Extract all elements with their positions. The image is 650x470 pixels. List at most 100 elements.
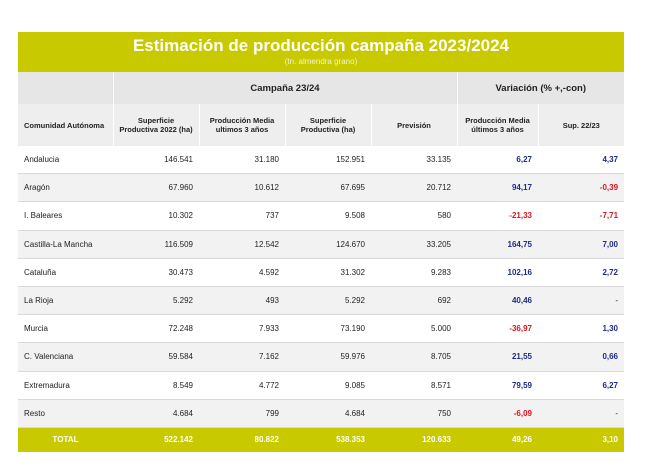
cell-sup: 152.951 — [285, 146, 371, 175]
cell-var-prod: -21,33 — [457, 201, 538, 231]
column-header-row: Comunidad Autónoma Superficie Productiva… — [18, 104, 625, 146]
cell-sup: 5.292 — [285, 286, 371, 316]
page-title: Estimación de producción campaña 2023/20… — [132, 36, 510, 55]
production-table-panel: Estimación de producción campaña 2023/20… — [18, 32, 625, 452]
cell-prod-media: 7.162 — [199, 342, 285, 372]
total-prod-media: 80.822 — [199, 427, 285, 452]
cell-region: Extremadura — [18, 371, 113, 400]
table-row: I. Baleares 10.302 737 9.508 580 -21,33 -7,71 — [18, 201, 625, 231]
table-row: Resto 4.684 799 4.684 750 -6,09- — [18, 399, 625, 428]
cell-var-prod: 21,55 — [457, 342, 538, 372]
cell-sup2022: 4.684 — [113, 399, 199, 428]
cell-var-prod: 102,16 — [457, 258, 538, 287]
group-header-campaign: Campaña 23/24 — [112, 72, 457, 104]
column-header-prod-media: Producción Media ultimos 3 años — [198, 104, 285, 146]
cell-var-sup: 6,27 — [538, 371, 625, 400]
cell-prevision: 8.571 — [371, 371, 457, 400]
cell-sup: 9.085 — [285, 371, 371, 400]
table-row: Murcia 72.248 7.933 73.190 5.000 -36,97 1,30 — [18, 314, 625, 344]
cell-prevision: 5.000 — [371, 314, 457, 344]
cell-var-sup: -7,71 — [538, 201, 625, 231]
cell-var-sup: 7,00 — [538, 230, 625, 259]
cell-prod-media: 737 — [199, 201, 285, 231]
cell-var-sup: 0,66 — [538, 342, 625, 372]
table-row: La Rioja 5.292 493 5.292 692 40,46- — [18, 286, 625, 316]
cell-sup2022: 116.509 — [113, 230, 199, 259]
cell-sup2022: 5.292 — [113, 286, 199, 316]
cell-region: Castilla-La Mancha — [18, 230, 113, 259]
column-header-sup: Superficie Productiva (ha) — [284, 104, 371, 146]
column-header-region: Comunidad Autónoma — [18, 104, 113, 146]
cell-region: Resto — [18, 399, 113, 428]
cell-var-sup: 1,30 — [538, 314, 625, 344]
cell-sup: 31.302 — [285, 258, 371, 287]
total-sup2022: 522.142 — [113, 427, 199, 452]
cell-sup2022: 10.302 — [113, 201, 199, 231]
production-table: Campaña 23/24 Variación (% +,-con) Comun… — [18, 72, 625, 452]
cell-sup2022: 72.248 — [113, 314, 199, 344]
cell-var-prod: -6,09 — [457, 399, 538, 428]
table-row: Cataluña 30.473 4.592 31.302 9.283 102,16 2,72 — [18, 258, 625, 287]
cell-var-sup: - — [538, 399, 625, 428]
cell-sup2022: 67.960 — [113, 173, 199, 203]
cell-var-sup: 2,72 — [538, 258, 625, 287]
cell-var-prod: 79,59 — [457, 371, 538, 400]
cell-prevision: 20.712 — [371, 173, 457, 203]
cell-region: Andalucia — [18, 146, 113, 175]
cell-prevision: 8.705 — [371, 342, 457, 372]
cell-var-sup: - — [538, 286, 625, 316]
table-body: Andalucia 146.541 31.180 152.951 33.135 6,27 4… — [18, 146, 625, 428]
cell-prevision: 33.205 — [371, 230, 457, 259]
cell-region: C. Valenciana — [18, 342, 113, 372]
cell-prevision: 750 — [371, 399, 457, 428]
total-row: TOTAL 522.142 80.822 538.353 120.633 49,… — [18, 427, 625, 452]
cell-prod-media: 12.542 — [199, 230, 285, 259]
cell-prod-media: 10.612 — [199, 173, 285, 203]
group-header-blank — [18, 72, 113, 104]
cell-prevision: 692 — [371, 286, 457, 316]
cell-prod-media: 799 — [199, 399, 285, 428]
cell-region: Cataluña — [18, 258, 113, 287]
column-header-var-prod: Producción Media últimos 3 años — [456, 104, 538, 146]
cell-prod-media: 31.180 — [199, 146, 285, 175]
total-var-sup: 3,10 — [538, 427, 625, 452]
cell-sup2022: 59.584 — [113, 342, 199, 372]
cell-var-sup: 4,37 — [538, 146, 625, 175]
cell-var-prod: 164,75 — [457, 230, 538, 259]
cell-prod-media: 4.772 — [199, 371, 285, 400]
page-subtitle: (tn. almendra grano) — [284, 57, 358, 66]
cell-sup2022: 8.549 — [113, 371, 199, 400]
cell-var-prod: 94,17 — [457, 173, 538, 203]
table-row: Aragón 67.960 10.612 67.695 20.712 94,17 -0,39 — [18, 173, 625, 203]
column-header-var-sup: Sup. 22/23 — [537, 104, 625, 146]
cell-sup: 4.684 — [285, 399, 371, 428]
cell-region: Murcia — [18, 314, 113, 344]
cell-sup: 59.976 — [285, 342, 371, 372]
cell-region: Aragón — [18, 173, 113, 203]
cell-prod-media: 7.933 — [199, 314, 285, 344]
table-row: Extremadura 8.549 4.772 9.085 8.571 79,59 6,27 — [18, 371, 625, 400]
title-banner: Estimación de producción campaña 2023/20… — [18, 32, 624, 72]
total-sup: 538.353 — [285, 427, 371, 452]
cell-sup2022: 146.541 — [113, 146, 199, 175]
total-prevision: 120.633 — [371, 427, 457, 452]
cell-sup2022: 30.473 — [113, 258, 199, 287]
cell-prevision: 580 — [371, 201, 457, 231]
column-header-prevision: Previsión — [370, 104, 457, 146]
cell-sup: 67.695 — [285, 173, 371, 203]
cell-prod-media: 4.592 — [199, 258, 285, 287]
table-row: Castilla-La Mancha 116.509 12.542 124.670 33… — [18, 230, 625, 259]
group-header-row: Campaña 23/24 Variación (% +,-con) — [18, 72, 625, 104]
cell-prod-media: 493 — [199, 286, 285, 316]
cell-var-prod: 6,27 — [457, 146, 538, 175]
cell-var-prod: -36,97 — [457, 314, 538, 344]
cell-region: I. Baleares — [18, 201, 113, 231]
column-header-sup2022: Superficie Productiva 2022 (ha) — [112, 104, 199, 146]
cell-sup: 73.190 — [285, 314, 371, 344]
cell-prevision: 9.283 — [371, 258, 457, 287]
cell-var-sup: -0,39 — [538, 173, 625, 203]
cell-prevision: 33.135 — [371, 146, 457, 175]
total-var-prod: 49,26 — [457, 427, 538, 452]
cell-sup: 124.670 — [285, 230, 371, 259]
total-label: TOTAL — [18, 427, 113, 452]
